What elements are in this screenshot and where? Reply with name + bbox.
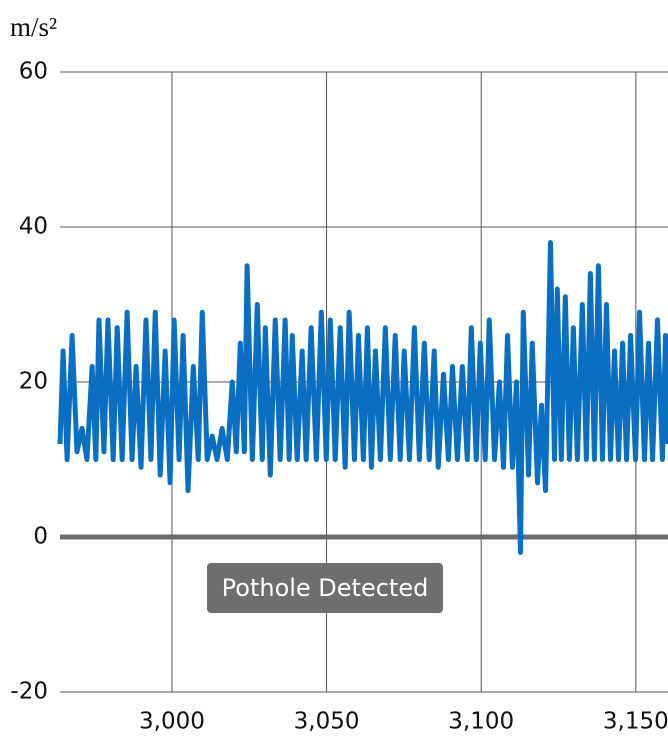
y-tick-label: 60: [19, 59, 48, 85]
data-line: [57, 240, 668, 555]
x-tick-label: 3,000: [139, 709, 205, 735]
x-tick-label: 3,150: [603, 709, 668, 735]
x-tick-label: 3,100: [448, 709, 514, 735]
toast-text: Pothole Detected: [222, 574, 429, 602]
y-tick-label: 20: [19, 369, 48, 395]
y-unit-label: m/s²: [10, 12, 57, 42]
toast-background: [207, 563, 443, 613]
y-tick-label: 0: [33, 524, 48, 550]
y-tick-label: -20: [10, 679, 48, 705]
toast: Pothole Detected: [207, 563, 443, 613]
y-tick-label: 40: [19, 214, 48, 240]
x-tick-label: 3,050: [294, 709, 360, 735]
